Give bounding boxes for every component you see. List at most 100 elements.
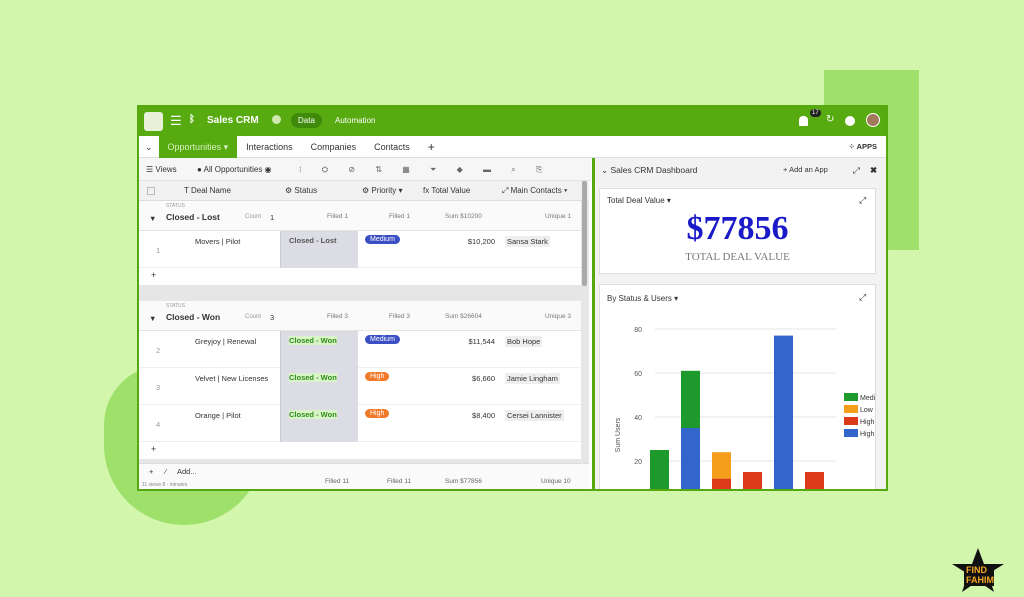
contact-chip[interactable]: Jamie Lingham [505,373,560,384]
kpi-title[interactable]: Total Deal Value ▾ [607,196,671,205]
contact-chip[interactable]: Cersei Lannister [505,410,564,421]
priority-badge[interactable]: Medium [365,335,400,344]
menu-icon[interactable]: ☰ [170,113,182,128]
collapse-icon[interactable]: ⌄ [145,142,153,152]
apps-button[interactable]: ⁘ APPS [848,142,877,151]
notification-badge: 17 [810,109,821,117]
tab-contacts[interactable]: Contacts [374,142,410,152]
apps-label: APPS [856,142,877,151]
legend-label: Medi [860,395,876,402]
info-icon[interactable] [272,115,281,124]
collapse-group-icon[interactable]: ▼ [149,314,157,323]
group-count-label: Count [245,314,262,320]
kpi-expand-icon[interactable]: ⤢ [859,195,867,205]
nav-data[interactable]: Data [291,113,322,128]
priority-badge[interactable]: Medium [365,235,400,244]
app-title: Sales CRM [207,115,259,126]
app-logo[interactable] [144,112,163,131]
add-row-button[interactable]: + [139,442,581,459]
col-deal-name[interactable]: T Deal Name [184,186,231,195]
y-axis-label: Sum Users [615,417,622,452]
avatar[interactable] [866,113,880,127]
col-deal-name-label: Deal Name [190,186,231,195]
watermark-logo: FIND FAHIM [950,548,1020,594]
total-value-cell[interactable]: $10,200 [467,237,495,246]
group-summary-sum: Sum $10200 [445,213,482,220]
status-cell[interactable]: Closed - Won [281,331,358,368]
priority-badge[interactable]: High [365,409,390,418]
bell-icon[interactable] [799,116,808,126]
total-value-cell[interactable]: $8,400 [472,411,495,420]
col-status[interactable]: ⚙ Status [285,186,318,195]
contact-chip[interactable]: Sansa Stark [505,236,550,247]
tab-opportunities[interactable]: Opportunities ▾ [158,136,238,158]
select-all-checkbox[interactable] [147,187,155,195]
tab-companies[interactable]: Companies [310,142,357,152]
footer-summary-filled-status: Filled 11 [325,478,350,485]
bar-chart: 20 40 60 80 Sum Users Medi Low High High [615,327,876,489]
total-value-cell[interactable]: $11,544 [468,337,495,346]
deal-name-cell[interactable]: Orange | Pilot [195,411,241,420]
tab-opportunities-label: Opportunities [167,142,222,152]
group-count: 3 [270,313,275,322]
table-row[interactable]: 2 Greyjoy | Renewal Closed - Won Medium $11,… [139,331,581,368]
priority-badge[interactable]: High [365,372,390,381]
group-summary-filled-priority: Filled 1 [389,213,410,220]
status-cell[interactable]: Closed - Lost [281,231,358,268]
bar-segment [805,472,824,489]
column-headers: T Deal Name ⚙ Status ⚙ Priority ▾ fx Tot… [139,181,589,201]
add-record-button[interactable]: + [149,467,154,476]
legend-swatch [844,405,858,413]
bar-segment [774,335,793,489]
chart-card: By Status & Users ▾ ⤢ 20 40 60 80 Sum Users M… [599,284,876,489]
group-header[interactable]: STATUS ▼ Closed - Won Count 3 Filled 3 Filled … [139,301,581,331]
add-row-button[interactable]: + [139,268,581,285]
col-priority[interactable]: ⚙ Priority ▾ [362,186,403,195]
edit-icon[interactable]: ⁄ [165,467,167,476]
kpi-title-label: Total Deal Value [607,196,665,205]
app-header: ☰ ᛒ Sales CRM Data Automation 17 ↻ [139,107,886,136]
expand-icon[interactable]: ⤢ [853,165,860,175]
col-main-contacts[interactable]: ⤢ Main Contacts ▾ [502,186,568,195]
toolbar-icons[interactable]: ⁝ ⛭ ⊘ ⇅ ▦ ⏷ ◆ ▬ ⌕ ⎘ [299,165,552,174]
group-summary-filled-status: Filled 3 [327,313,348,320]
collapse-group-icon[interactable]: ▼ [149,214,157,223]
close-icon[interactable]: ✖ [870,165,878,175]
dashboard-title[interactable]: ⌄ Sales CRM Dashboard [601,165,698,175]
table-row[interactable]: 4 Orange | Pilot Closed - Won High $8,400 Cer… [139,405,581,442]
col-total-value[interactable]: fx Total Value [423,186,471,195]
group-header[interactable]: STATUS ▼ Closed - Lost Count 1 Filled 1 Filled… [139,201,581,231]
status-cell[interactable]: Closed - Won [281,368,358,405]
history-icon[interactable]: ↻ [826,114,835,125]
chart-title[interactable]: By Status & Users ▾ [607,294,679,303]
grid-footer: + ⁄ Add... 11 views 8 - minutes Filled 11 Fil… [139,463,589,491]
group-summary-sum: Sum $26604 [445,313,482,320]
row-number: 4 [156,420,161,429]
tab-interactions[interactable]: Interactions [246,142,293,152]
views-button[interactable]: ☰ Views [146,165,177,174]
status-value: Closed - Won [289,373,337,382]
total-value-cell[interactable]: $6,660 [472,374,495,383]
nav-automation[interactable]: Automation [335,116,376,125]
add-app-button[interactable]: + Add an App [783,165,828,174]
deal-name-cell[interactable]: Movers | Pilot [195,237,241,246]
table-row[interactable]: 3 Velvet | New Licenses Closed - Won High $6… [139,368,581,405]
help-icon[interactable] [845,116,855,126]
status-cell[interactable]: Closed - Won [281,405,358,442]
col-main-contacts-label: Main Contacts [510,186,562,195]
row-number: 1 [156,246,161,255]
view-selector[interactable]: ● All Opportunities ◉ [197,165,272,174]
add-app-label: Add an App [789,165,828,174]
horizontal-scrollbar[interactable] [139,490,299,491]
add-tab-icon[interactable]: + [427,140,435,154]
contact-chip[interactable]: Bob Hope [505,336,543,347]
vertical-scrollbar[interactable] [582,181,587,286]
add-label[interactable]: Add... [177,467,197,476]
y-tick-label: 60 [634,371,642,378]
status-value: Closed - Won [289,336,337,345]
chart-expand-icon[interactable]: ⤢ [859,292,867,302]
group-count-label: Count [245,214,262,220]
table-row[interactable]: 1 Movers | Pilot Closed - Lost Medium $10,20… [139,231,581,268]
deal-name-cell[interactable]: Velvet | New Licenses [195,374,269,383]
deal-name-cell[interactable]: Greyjoy | Renewal [195,337,257,346]
